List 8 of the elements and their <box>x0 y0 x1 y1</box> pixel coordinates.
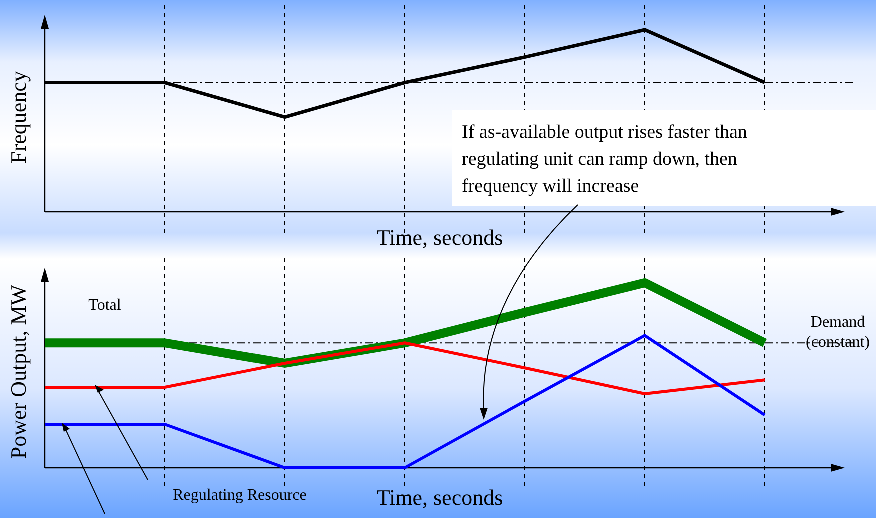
x-axis-title: Time, seconds <box>376 225 504 250</box>
x-axis-title: Time, seconds <box>376 485 504 510</box>
text: Regulating Resource <box>173 487 307 504</box>
ref-line-label: Demand (constant) <box>806 314 870 352</box>
y-axis-title: Power Output, MW <box>6 284 31 460</box>
y-axis-title: Frequency <box>6 71 31 164</box>
annotation: If as-available output rises faster than regulating unit can ramp down, then frequency will increase <box>462 122 748 197</box>
annotation: Total <box>88 297 122 314</box>
